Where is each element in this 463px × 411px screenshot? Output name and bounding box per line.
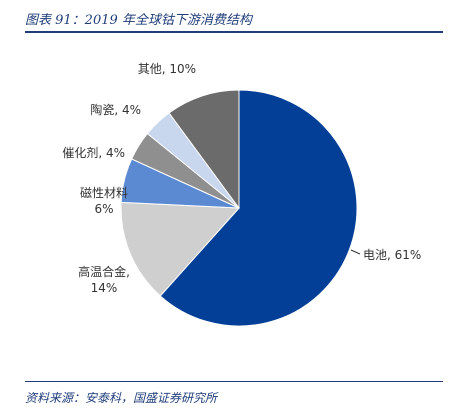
figure-title: 图表 91：2019 年全球钴下游消费结构: [25, 13, 252, 28]
slice-label-3: 磁性材料 6%: [80, 185, 128, 216]
slice-label-5: 陶瓷, 4%: [90, 102, 141, 117]
source-divider: [25, 381, 443, 382]
figure-source: 资料来源：安泰科，国盛证券研究所: [25, 391, 218, 405]
pie-slice-2: [120, 201, 241, 297]
title-divider: [25, 31, 443, 33]
slice-label-2: 高温合金, 14%: [78, 264, 130, 295]
leader-line: [350, 249, 361, 255]
pie-slice-1: [159, 89, 358, 327]
slice-label-4: 催化剂, 4%: [62, 145, 125, 160]
slice-label-1: 电池, 61%: [363, 248, 421, 262]
pie-slice-6: [168, 89, 240, 210]
slice-label-6: 其他, 10%: [138, 62, 196, 76]
